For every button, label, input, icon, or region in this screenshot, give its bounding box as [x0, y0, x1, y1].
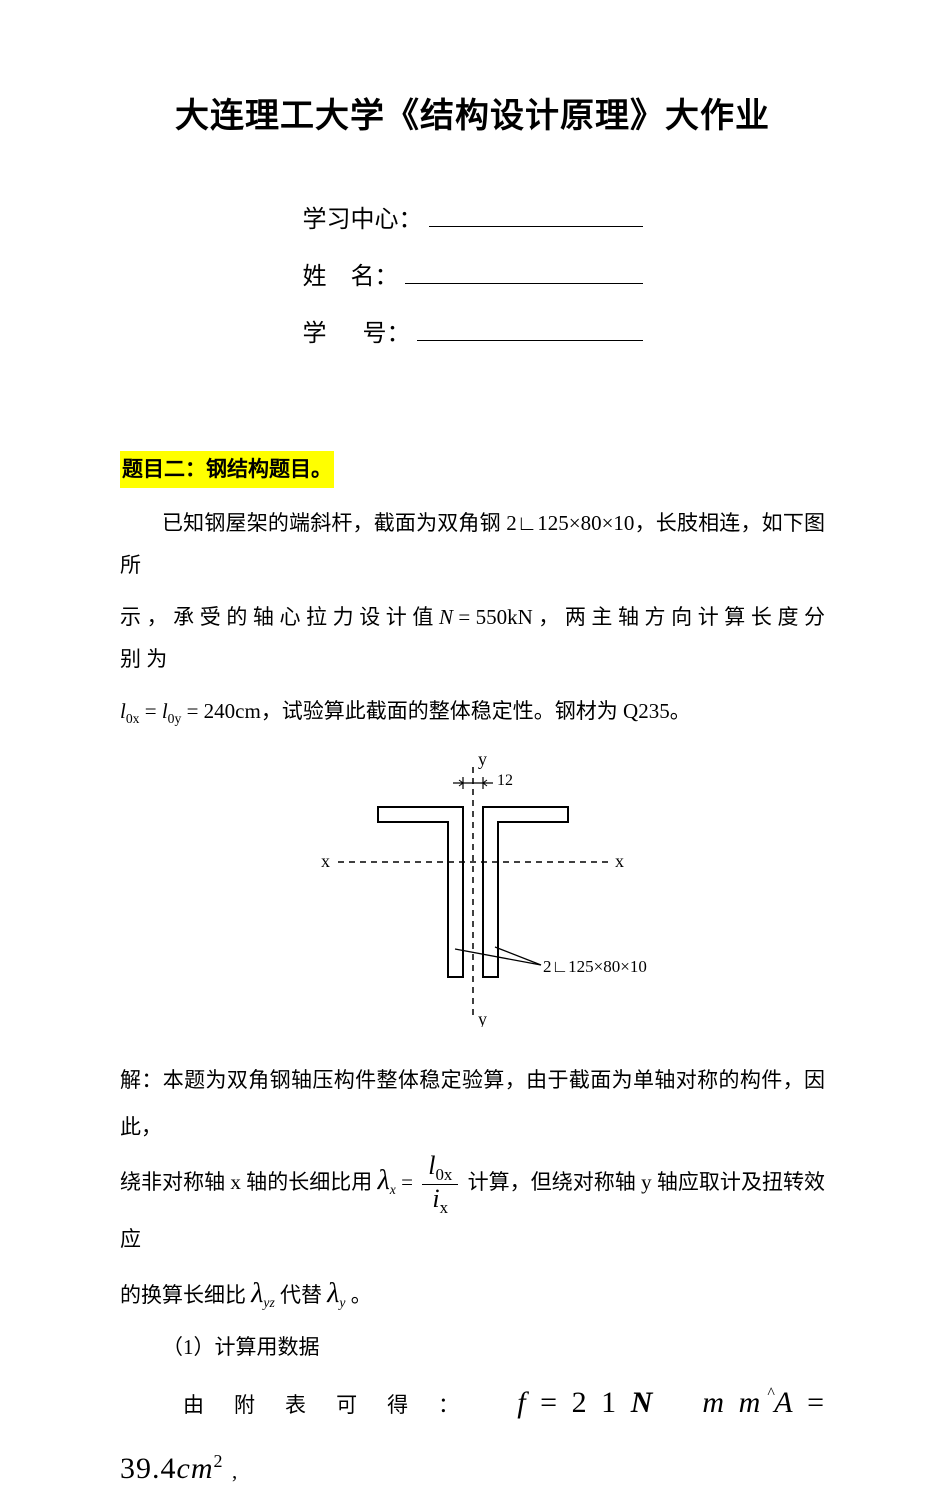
label-angle: 2∟125×80×10: [543, 957, 647, 976]
sol-line-2: 绕非对称轴 x 轴的长细比用 λx = l0xix 计算，但绕对称轴 y 轴应取…: [120, 1150, 825, 1263]
p2tail: ，试验算此截面的整体稳定性。钢材为 Q235。: [261, 699, 691, 723]
num-sub: 0x: [435, 1165, 452, 1184]
problem-line-1: 已知钢屋架的端斜杆，截面为双角钢 2∟125×80×10，长肢相连，如下图所: [120, 502, 825, 586]
s3a: 的换算长细比: [120, 1283, 251, 1307]
cross-section-svg: y y x x 12 2∟125×80×10: [283, 747, 663, 1027]
s3c: 。: [345, 1283, 371, 1307]
cross-section-figure: y y x x 12 2∟125×80×10: [120, 747, 825, 1038]
info-row-name: 姓 名：: [303, 251, 643, 304]
info-row-center: 学习中心：: [303, 194, 643, 247]
p1a: 已知钢屋架的端斜杆，截面为双角钢 2∟125×80×10，长肢相连，如下图所: [120, 511, 825, 577]
label-id: 学 号：: [303, 308, 411, 361]
s3b: 代替: [275, 1283, 328, 1307]
frac-den: ix: [422, 1185, 458, 1217]
sol-line-3: 的换算长细比 λyz 代替 λy 。: [120, 1263, 825, 1325]
sym-A: A: [774, 1386, 793, 1419]
problem-line-2: 示 ， 承 受 的 轴 心 拉 力 设 计 值 N = 550kN ， 两 主 …: [120, 596, 825, 680]
sym-f: f: [517, 1386, 526, 1419]
sq: 2: [213, 1451, 223, 1471]
feq: = 2 1: [527, 1386, 631, 1419]
sym-N: N: [439, 605, 453, 629]
underline-center: [429, 199, 643, 228]
sub-0y: 0y: [168, 712, 182, 727]
sol-line-4: （1）计算用数据: [120, 1324, 825, 1370]
lambda-yz-sub: yz: [263, 1295, 274, 1310]
cm: cm: [177, 1452, 214, 1485]
label-x-right: x: [615, 851, 624, 871]
label-y-top: y: [478, 749, 487, 769]
p1eq: = 550kN: [453, 605, 538, 629]
right-angle: [483, 807, 568, 977]
info-row-id: 学 号：: [303, 308, 643, 361]
s2a: 绕非对称轴 x 轴的长细比用: [120, 1170, 378, 1194]
s2eq: =: [396, 1170, 418, 1194]
label-gap: 12: [497, 772, 513, 789]
solution-block: 解：本题为双角钢轴压构件整体稳定验算，由于截面为单轴对称的构件，因此， 绕非对称…: [120, 1057, 825, 1502]
label-center: 学习中心：: [303, 194, 423, 247]
s5tail: ,: [232, 1459, 237, 1483]
section-heading: 题目二：钢结构题目。: [120, 451, 334, 489]
underline-name: [405, 255, 643, 284]
left-angle: [378, 807, 463, 977]
p1b: 示 ， 承 受 的 轴 心 拉 力 设 计 值: [120, 605, 439, 629]
leader-1: [495, 947, 541, 965]
s5a: 由 附 表 可 得 ：: [183, 1393, 472, 1417]
den-i: i: [432, 1184, 439, 1213]
lambda-x: λ: [378, 1165, 390, 1196]
formula-f: f = 2 1 N: [517, 1386, 667, 1419]
underline-id: [417, 312, 643, 341]
eq2: = 240cm: [181, 699, 261, 723]
student-info: 学习中心： 姓 名： 学 号：: [303, 194, 643, 360]
sym-bigN: N: [631, 1386, 654, 1419]
fraction: l0xix: [422, 1152, 458, 1217]
sol-line-1: 解：本题为双角钢轴压构件整体稳定验算，由于截面为单轴对称的构件，因此，: [120, 1057, 825, 1149]
lambda-yz: λ: [251, 1278, 263, 1309]
frac-num: l0x: [422, 1152, 458, 1185]
sol-line-5: 由 附 表 可 得 ： f = 2 1 N ^m m A = 39.4cm2 ,: [120, 1370, 825, 1502]
problem-line-3: l0x = l0y = 240cm，试验算此截面的整体稳定性。钢材为 Q235。: [120, 690, 825, 733]
sub-0x: 0x: [126, 712, 140, 727]
label-x-left: x: [321, 851, 330, 871]
label-y-bot: y: [478, 1009, 487, 1027]
page-title: 大连理工大学《结构设计原理》大作业: [120, 90, 825, 144]
label-name: 姓 名：: [303, 251, 399, 304]
lambda-y: λ: [327, 1278, 339, 1309]
eq1: =: [139, 699, 161, 723]
den-sub: x: [440, 1198, 448, 1217]
m-hat: ^m: [702, 1386, 725, 1419]
